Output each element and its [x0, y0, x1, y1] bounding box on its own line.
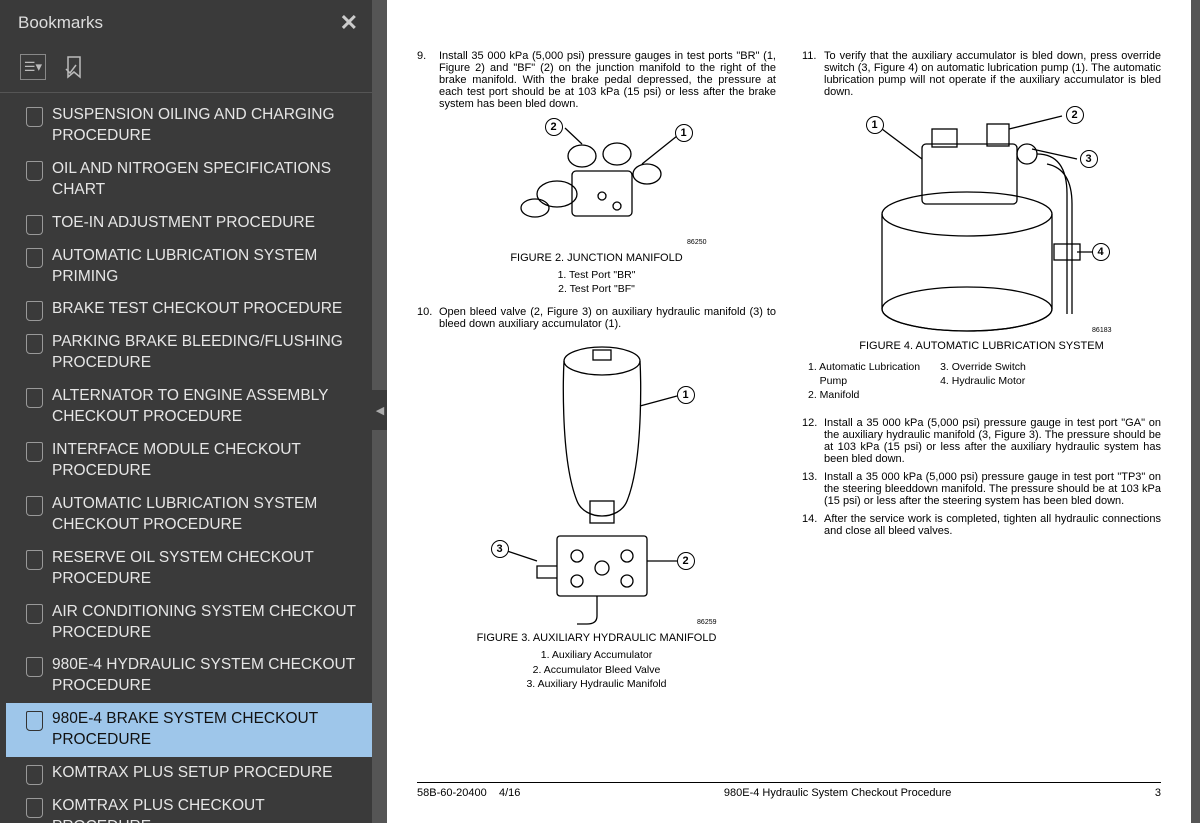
collapse-handle[interactable]: ◀	[372, 390, 388, 430]
bookmark-item[interactable]: AUTOMATIC LUBRICATION SYSTEM CHECKOUT PR…	[6, 488, 372, 542]
step-10: Open bleed valve (2, Figure 3) on auxili…	[439, 306, 776, 330]
figure-2-legend: 1. Test Port "BR"2. Test Port "BF"	[417, 268, 776, 296]
figure-3: 1 2 3 86259	[477, 336, 717, 626]
bookmark-item[interactable]: ALTERNATOR TO ENGINE ASSEMBLY CHECKOUT P…	[6, 380, 372, 434]
bookmarks-list[interactable]: SUSPENSION OILING AND CHARGING PROCEDURE…	[0, 93, 372, 823]
figure-3-legend: 1. Auxiliary Accumulator2. Accumulator B…	[417, 648, 776, 691]
bookmarks-header: Bookmarks ✕	[0, 0, 372, 50]
bookmarks-panel: Bookmarks ✕ ☰▾ SUSPENSION OILING AND CHA…	[0, 0, 372, 823]
bookmark-item[interactable]: RESERVE OIL SYSTEM CHECKOUT PROCEDURE	[6, 542, 372, 596]
figure-4-caption: FIGURE 4. AUTOMATIC LUBRICATION SYSTEM	[802, 340, 1161, 352]
figure-2: 2 1 86250	[487, 116, 707, 246]
figure-3-caption: FIGURE 3. AUXILIARY HYDRAULIC MANIFOLD	[417, 632, 776, 644]
page-footer: 58B-60-20400 4/16 980E-4 Hydraulic Syste…	[417, 782, 1161, 799]
step-14: After the service work is completed, tig…	[824, 513, 1161, 537]
bookmark-item[interactable]: 980E-4 HYDRAULIC SYSTEM CHECKOUT PROCEDU…	[6, 649, 372, 703]
step-12: Install a 35 000 kPa (5,000 psi) pressur…	[824, 417, 1161, 465]
bookmark-item[interactable]: KOMTRAX PLUS SETUP PROCEDURE	[6, 757, 372, 790]
bookmark-item[interactable]: OIL AND NITROGEN SPECIFICATIONS CHART	[6, 153, 372, 207]
step-13: Install a 35 000 kPa (5,000 psi) pressur…	[824, 471, 1161, 507]
bookmark-item[interactable]: TOE-IN ADJUSTMENT PROCEDURE	[6, 207, 372, 240]
bookmark-item[interactable]: KOMTRAX PLUS CHECKOUT PROCEDURE	[6, 790, 372, 823]
figure-4-legend: 1. Automatic Lubrication Pump 2. Manifol…	[808, 360, 1161, 403]
step-11: To verify that the auxiliary accumulator…	[824, 50, 1161, 98]
bookmark-item[interactable]: AUTOMATIC LUBRICATION SYSTEM PRIMING	[6, 240, 372, 294]
left-column: 9.Install 35 000 kPa (5,000 psi) pressur…	[417, 50, 776, 701]
bookmarks-title: Bookmarks	[18, 13, 103, 33]
figure-4: 1 2 3 4 86183	[852, 104, 1112, 334]
bookmark-icon[interactable]	[64, 55, 84, 79]
right-column: 11.To verify that the auxiliary accumula…	[802, 50, 1161, 701]
options-button[interactable]: ☰▾	[20, 54, 46, 80]
document-viewport[interactable]: 9.Install 35 000 kPa (5,000 psi) pressur…	[372, 0, 1200, 823]
bookmark-item[interactable]: BRAKE TEST CHECKOUT PROCEDURE	[6, 293, 372, 326]
document-page: 9.Install 35 000 kPa (5,000 psi) pressur…	[387, 0, 1191, 823]
bookmark-item[interactable]: 980E-4 BRAKE SYSTEM CHECKOUT PROCEDURE	[6, 703, 372, 757]
step-9: Install 35 000 kPa (5,000 psi) pressure …	[439, 50, 776, 110]
close-icon[interactable]: ✕	[340, 10, 358, 36]
bookmark-item[interactable]: INTERFACE MODULE CHECKOUT PROCEDURE	[6, 434, 372, 488]
bookmark-item[interactable]: AIR CONDITIONING SYSTEM CHECKOUT PROCEDU…	[6, 596, 372, 650]
figure-2-caption: FIGURE 2. JUNCTION MANIFOLD	[417, 252, 776, 264]
bookmark-item[interactable]: PARKING BRAKE BLEEDING/FLUSHING PROCEDUR…	[6, 326, 372, 380]
bookmarks-toolbar: ☰▾	[0, 50, 372, 93]
bookmark-item[interactable]: SUSPENSION OILING AND CHARGING PROCEDURE	[6, 99, 372, 153]
